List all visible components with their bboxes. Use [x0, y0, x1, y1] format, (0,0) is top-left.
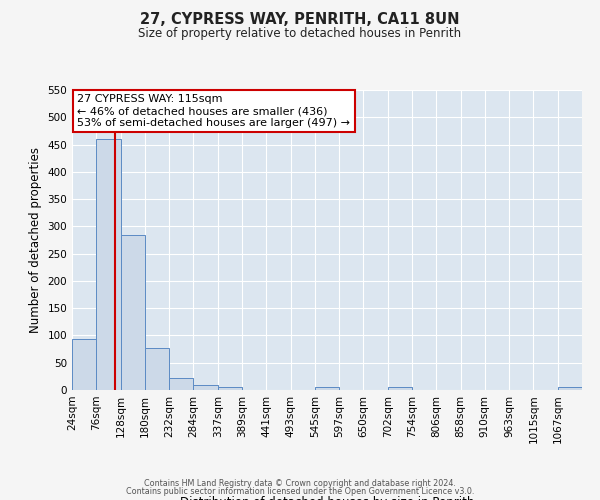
Bar [96, 139, 121, 390]
Text: Contains public sector information licensed under the Open Government Licence v3: Contains public sector information licen… [126, 487, 474, 496]
Text: 27 CYPRESS WAY: 115sqm
← 46% of detached houses are smaller (436)
53% of semi-de: 27 CYPRESS WAY: 115sqm ← 46% of detached… [77, 94, 350, 128]
Bar [169, 378, 193, 390]
Bar [558, 388, 582, 390]
Bar [193, 384, 218, 390]
Y-axis label: Number of detached properties: Number of detached properties [29, 147, 42, 333]
Bar [121, 234, 145, 390]
Text: 27, CYPRESS WAY, PENRITH, CA11 8UN: 27, CYPRESS WAY, PENRITH, CA11 8UN [140, 12, 460, 28]
Bar [145, 348, 169, 390]
Text: Contains HM Land Registry data © Crown copyright and database right 2024.: Contains HM Land Registry data © Crown c… [144, 478, 456, 488]
Bar [388, 388, 412, 390]
Bar [218, 388, 242, 390]
Bar [72, 340, 96, 390]
X-axis label: Distribution of detached houses by size in Penrith: Distribution of detached houses by size … [180, 496, 474, 500]
Text: Size of property relative to detached houses in Penrith: Size of property relative to detached ho… [139, 28, 461, 40]
Bar [315, 388, 339, 390]
